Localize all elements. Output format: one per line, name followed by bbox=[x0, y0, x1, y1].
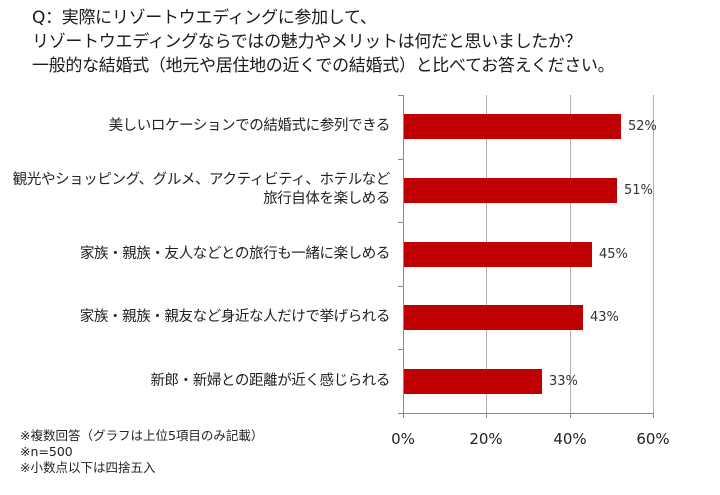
value-label: 51% bbox=[624, 183, 653, 198]
x-axis-tick bbox=[486, 413, 487, 418]
category-label: 美しいロケーションでの結婚式に参列できる bbox=[108, 117, 391, 136]
footnote-sample-size: ※n=500 bbox=[20, 444, 73, 459]
x-tick-label: 0% bbox=[391, 430, 415, 448]
category-label-line: 家族・親族・親友など身近な人だけで挙げられる bbox=[79, 309, 391, 325]
y-axis-tick bbox=[398, 159, 403, 160]
bar bbox=[404, 114, 621, 139]
y-axis-line bbox=[403, 95, 404, 418]
x-tick-label: 60% bbox=[636, 430, 670, 448]
value-label: 43% bbox=[590, 310, 619, 325]
bar bbox=[404, 369, 542, 394]
category-label-line: 観光やショッピング、グルメ、アクティビティ、ホテルなど bbox=[12, 172, 391, 188]
bar bbox=[404, 242, 592, 267]
x-axis-tick bbox=[403, 413, 404, 418]
question-line-1: Q：実際にリゾートウエディングに参加して、 bbox=[32, 8, 377, 28]
footnotes: ※複数回答（グラフは上位5項目のみ記載） ※n=500 ※小数点以下は四捨五入 bbox=[20, 428, 263, 476]
bar bbox=[404, 178, 617, 203]
footnote-multiple-answers: ※複数回答（グラフは上位5項目のみ記載） bbox=[20, 428, 264, 443]
question-line-2: リゾートウエディングならではの魅力やメリットは何だと思いましたか？ bbox=[32, 32, 582, 52]
category-label: 新郎・新婦との距離が近く感じられる bbox=[150, 372, 390, 391]
x-tick-label: 40% bbox=[553, 430, 587, 448]
y-axis-tick bbox=[398, 286, 403, 287]
category-label: 家族・親族・親友など身近な人だけで挙げられる bbox=[79, 308, 391, 327]
category-label: 家族・親族・友人などとの旅行も一緒に楽しめる bbox=[80, 245, 390, 264]
value-label: 52% bbox=[628, 119, 657, 134]
y-axis-tick bbox=[398, 349, 403, 350]
value-label: 45% bbox=[599, 247, 628, 262]
x-axis-tick bbox=[653, 413, 654, 418]
category-label: 観光やショッピング、グルメ、アクティビティ、ホテルなど旅行自体を楽しめる bbox=[12, 171, 391, 209]
x-tick-label: 20% bbox=[469, 430, 503, 448]
question-line-3: 一般的な結婚式（地元や居住地の近くでの結婚式）と比べてお答えください。 bbox=[32, 56, 615, 76]
category-label-line: 旅行自体を楽しめる bbox=[263, 191, 390, 207]
value-label: 33% bbox=[549, 374, 578, 389]
bar bbox=[404, 305, 583, 330]
category-label-line: 新郎・新婦との距離が近く感じられる bbox=[150, 373, 390, 389]
gridline bbox=[653, 95, 654, 413]
category-label-line: 美しいロケーションでの結婚式に参列できる bbox=[108, 118, 391, 134]
footnote-rounding: ※小数点以下は四捨五入 bbox=[20, 460, 156, 475]
y-axis-tick bbox=[398, 222, 403, 223]
question-text: Q：実際にリゾートウエディングに参加して、 リゾートウエディングならではの魅力や… bbox=[32, 6, 615, 78]
y-axis-tick bbox=[398, 95, 403, 96]
x-axis-line bbox=[398, 413, 654, 414]
x-axis-tick bbox=[570, 413, 571, 418]
category-label-line: 家族・親族・友人などとの旅行も一緒に楽しめる bbox=[79, 246, 390, 262]
y-axis-tick bbox=[398, 413, 403, 414]
